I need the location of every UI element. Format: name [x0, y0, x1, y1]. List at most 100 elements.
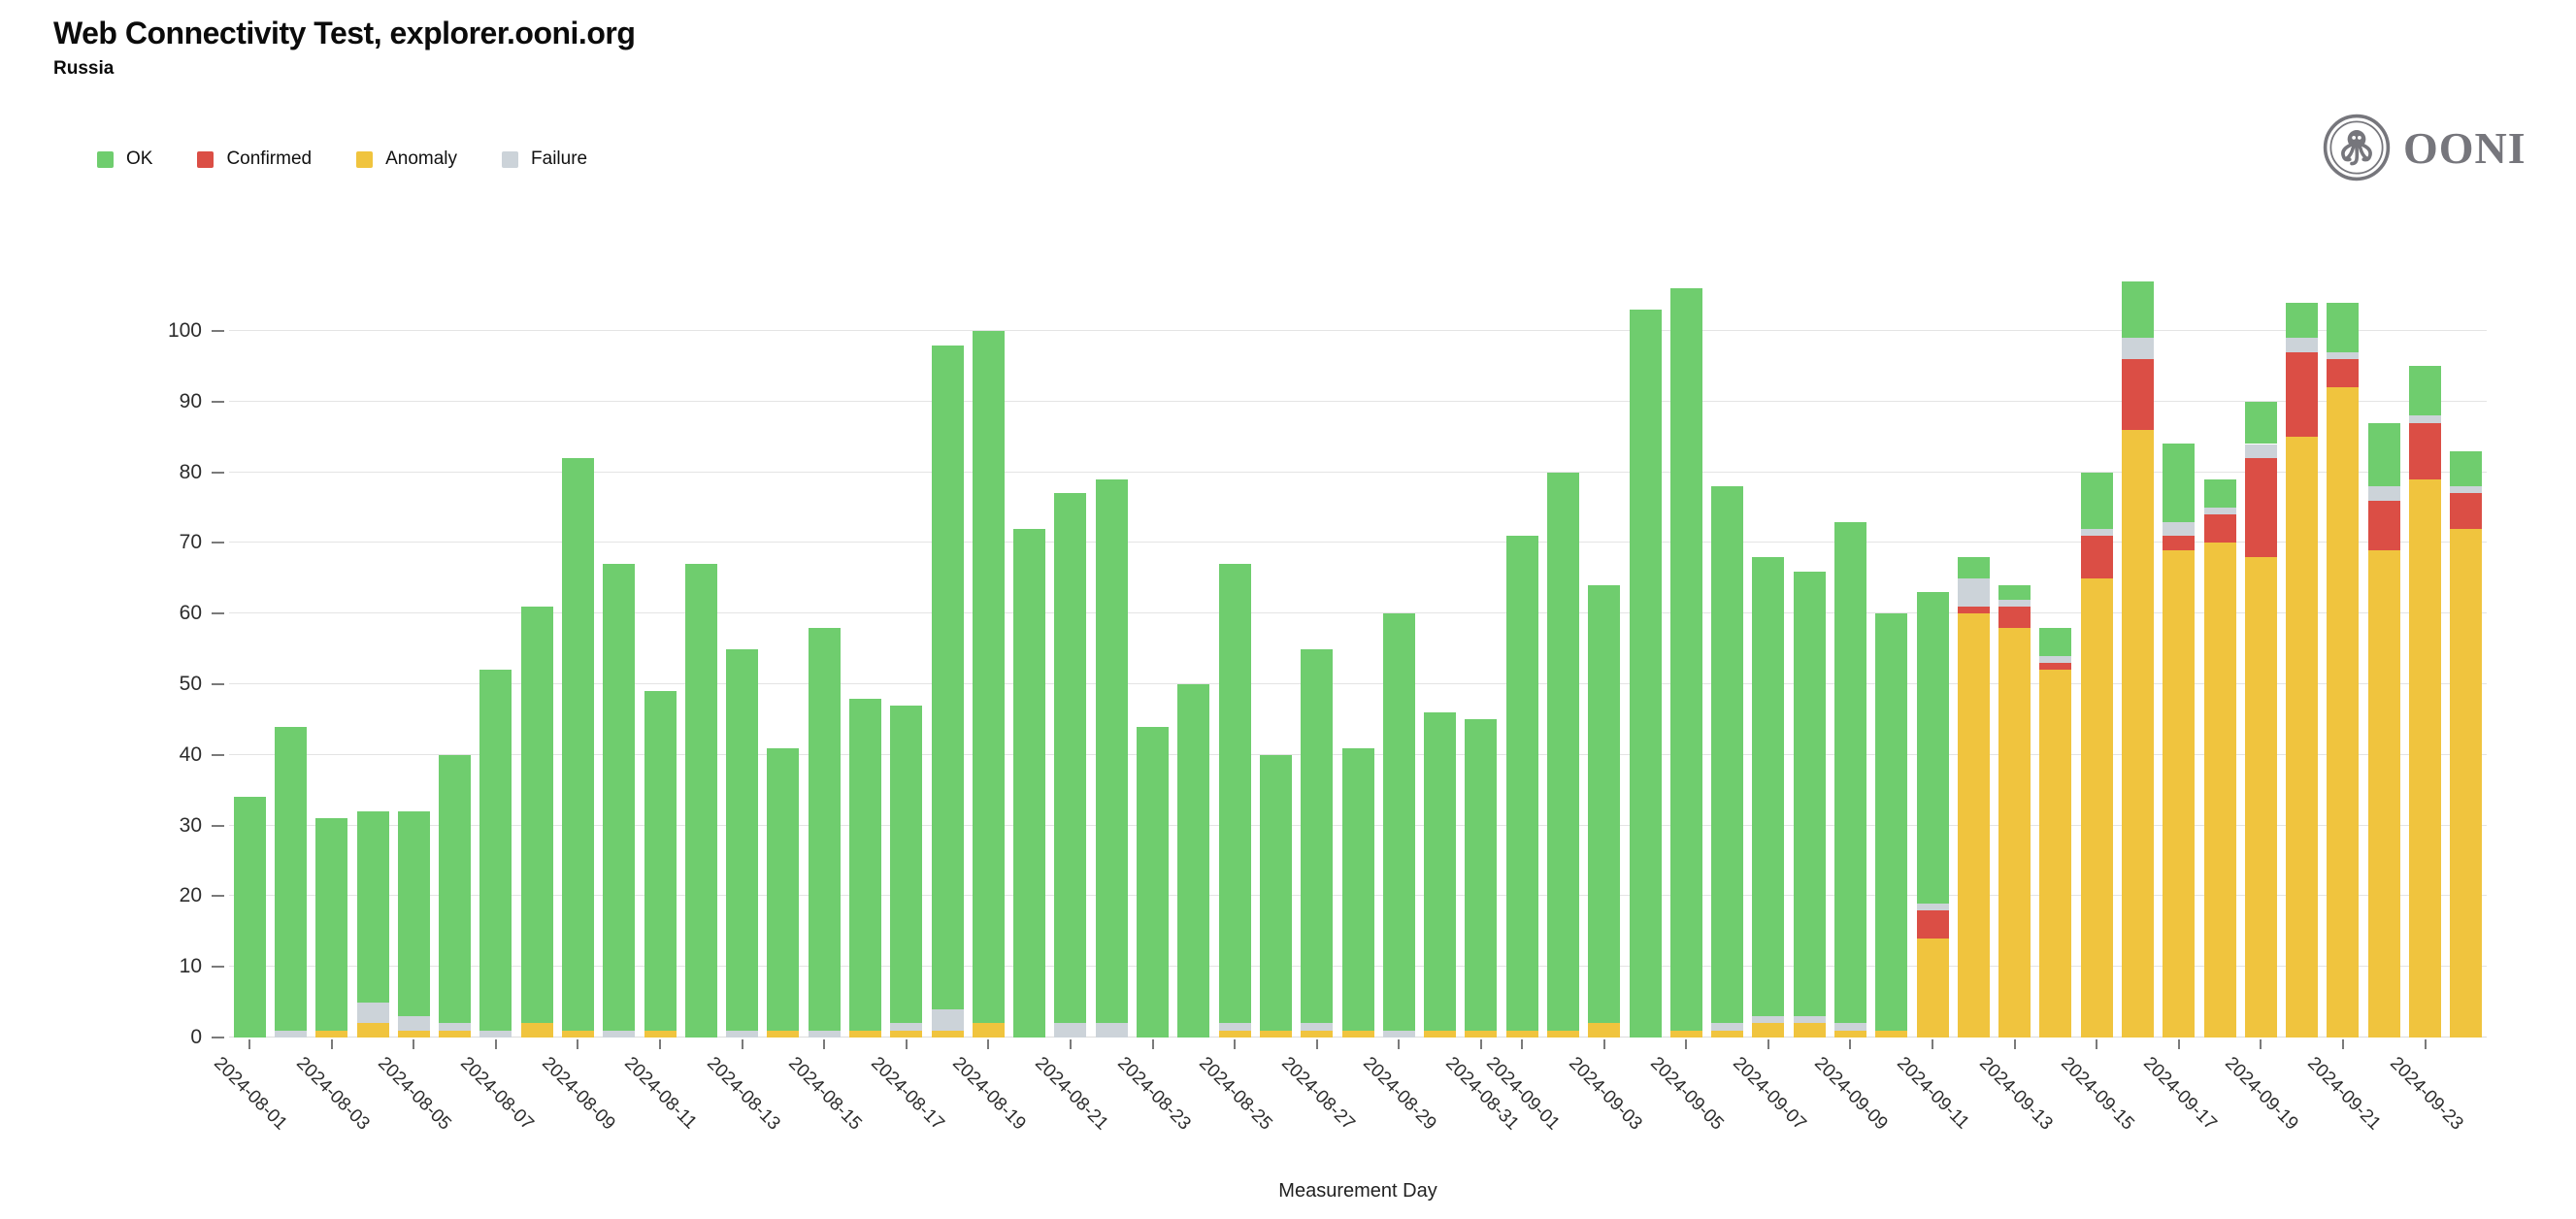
- bar-segment-failure-2024-08-13[interactable]: [726, 1030, 759, 1038]
- bar-segment-anomaly-2024-08-09[interactable]: [561, 1030, 594, 1038]
- bar-segment-anomaly-2024-09-21[interactable]: [2327, 387, 2360, 1038]
- bar-segment-confirmed-2024-09-15[interactable]: [2080, 536, 2113, 578]
- bar-segment-anomaly-2024-09-03[interactable]: [1588, 1023, 1621, 1038]
- bar-segment-anomaly-2024-09-16[interactable]: [2122, 429, 2155, 1038]
- bar-segment-ok-2024-08-05[interactable]: [397, 811, 430, 1017]
- bar-segment-ok-2024-08-25[interactable]: [1218, 564, 1251, 1024]
- bar-segment-confirmed-2024-09-20[interactable]: [2286, 351, 2319, 438]
- bar-segment-ok-2024-09-15[interactable]: [2080, 472, 2113, 529]
- bar-segment-failure-2024-09-13[interactable]: [1998, 599, 2031, 607]
- bar-segment-failure-2024-09-22[interactable]: [2367, 486, 2400, 501]
- bar-segment-ok-2024-09-01[interactable]: [1505, 536, 1538, 1031]
- bar-segment-anomaly-2024-09-18[interactable]: [2203, 543, 2236, 1038]
- bar-segment-failure-2024-08-18[interactable]: [931, 1008, 964, 1031]
- bar-segment-anomaly-2024-09-20[interactable]: [2286, 437, 2319, 1038]
- bar-segment-ok-2024-08-20[interactable]: [1013, 528, 1046, 1038]
- bar-segment-ok-2024-09-12[interactable]: [1957, 556, 1990, 578]
- bar-segment-failure-2024-09-09[interactable]: [1833, 1023, 1866, 1031]
- bar-segment-ok-2024-09-21[interactable]: [2327, 302, 2360, 352]
- bar-segment-ok-2024-09-18[interactable]: [2203, 478, 2236, 508]
- bar-segment-ok-2024-08-07[interactable]: [479, 670, 512, 1031]
- bar-segment-anomaly-2024-09-23[interactable]: [2409, 478, 2442, 1038]
- bar-segment-anomaly-2024-08-04[interactable]: [356, 1023, 389, 1038]
- bar-segment-ok-2024-09-17[interactable]: [2163, 444, 2196, 522]
- bar-segment-anomaly-2024-09-24[interactable]: [2450, 528, 2483, 1038]
- bar-segment-confirmed-2024-09-21[interactable]: [2327, 359, 2360, 388]
- bar-segment-failure-2024-09-19[interactable]: [2244, 444, 2277, 459]
- bar-segment-anomaly-2024-09-13[interactable]: [1998, 627, 2031, 1038]
- bar-segment-failure-2024-08-17[interactable]: [890, 1023, 923, 1031]
- bar-segment-failure-2024-09-17[interactable]: [2163, 521, 2196, 537]
- bar-segment-failure-2024-08-02[interactable]: [274, 1030, 307, 1038]
- bar-segment-failure-2024-08-21[interactable]: [1054, 1023, 1087, 1038]
- bar-segment-failure-2024-09-06[interactable]: [1711, 1023, 1744, 1031]
- bar-segment-ok-2024-08-16[interactable]: [849, 698, 881, 1031]
- bar-segment-ok-2024-09-11[interactable]: [1916, 592, 1949, 904]
- bar-segment-ok-2024-09-04[interactable]: [1629, 310, 1662, 1038]
- bar-segment-anomaly-2024-09-09[interactable]: [1833, 1030, 1866, 1038]
- bar-segment-anomaly-2024-08-30[interactable]: [1424, 1030, 1457, 1038]
- bar-segment-confirmed-2024-09-17[interactable]: [2163, 536, 2196, 550]
- bar-segment-failure-2024-09-07[interactable]: [1752, 1016, 1785, 1024]
- bar-segment-confirmed-2024-09-22[interactable]: [2367, 500, 2400, 550]
- bar-segment-failure-2024-08-27[interactable]: [1301, 1023, 1334, 1031]
- bar-segment-failure-2024-08-25[interactable]: [1218, 1023, 1251, 1031]
- bar-segment-anomaly-2024-08-14[interactable]: [767, 1030, 800, 1038]
- bar-segment-failure-2024-09-14[interactable]: [2039, 655, 2072, 664]
- bar-segment-failure-2024-08-07[interactable]: [479, 1030, 512, 1038]
- bar-segment-ok-2024-08-11[interactable]: [644, 691, 677, 1031]
- bar-segment-ok-2024-08-02[interactable]: [274, 726, 307, 1031]
- bar-segment-failure-2024-09-15[interactable]: [2080, 528, 2113, 537]
- bar-segment-failure-2024-09-18[interactable]: [2203, 508, 2236, 515]
- bar-segment-confirmed-2024-09-16[interactable]: [2122, 359, 2155, 430]
- bar-segment-ok-2024-08-28[interactable]: [1341, 747, 1374, 1031]
- bar-segment-failure-2024-09-12[interactable]: [1957, 577, 1990, 607]
- bar-segment-anomaly-2024-09-01[interactable]: [1505, 1030, 1538, 1038]
- bar-segment-confirmed-2024-09-18[interactable]: [2203, 514, 2236, 544]
- bar-segment-failure-2024-09-16[interactable]: [2122, 338, 2155, 360]
- bar-segment-failure-2024-08-22[interactable]: [1095, 1023, 1128, 1038]
- bar-segment-anomaly-2024-08-27[interactable]: [1301, 1030, 1334, 1038]
- bar-segment-ok-2024-09-22[interactable]: [2367, 422, 2400, 487]
- bar-segment-failure-2024-08-10[interactable]: [603, 1030, 636, 1038]
- bar-segment-anomaly-2024-08-06[interactable]: [439, 1030, 472, 1038]
- bar-segment-anomaly-2024-09-22[interactable]: [2367, 549, 2400, 1038]
- bar-segment-anomaly-2024-08-19[interactable]: [972, 1023, 1005, 1038]
- bar-segment-anomaly-2024-08-16[interactable]: [849, 1030, 881, 1038]
- bar-segment-anomaly-2024-08-18[interactable]: [931, 1030, 964, 1038]
- bar-segment-ok-2024-09-14[interactable]: [2039, 627, 2072, 656]
- bar-segment-ok-2024-08-06[interactable]: [439, 754, 472, 1024]
- bar-segment-ok-2024-09-08[interactable]: [1793, 571, 1826, 1017]
- bar-segment-failure-2024-09-11[interactable]: [1916, 903, 1949, 910]
- bar-segment-anomaly-2024-08-25[interactable]: [1218, 1030, 1251, 1038]
- bar-segment-anomaly-2024-09-12[interactable]: [1957, 613, 1990, 1038]
- bar-segment-ok-2024-08-26[interactable]: [1259, 754, 1292, 1031]
- bar-segment-failure-2024-08-15[interactable]: [808, 1030, 841, 1038]
- bar-segment-failure-2024-08-05[interactable]: [397, 1016, 430, 1031]
- bar-segment-failure-2024-09-08[interactable]: [1793, 1016, 1826, 1024]
- bar-segment-ok-2024-08-31[interactable]: [1465, 719, 1498, 1031]
- bar-segment-failure-2024-09-20[interactable]: [2286, 338, 2319, 352]
- bar-segment-anomaly-2024-09-14[interactable]: [2039, 670, 2072, 1038]
- bar-segment-ok-2024-08-13[interactable]: [726, 648, 759, 1031]
- bar-segment-ok-2024-08-29[interactable]: [1382, 613, 1415, 1031]
- bar-segment-ok-2024-09-16[interactable]: [2122, 281, 2155, 339]
- bar-segment-ok-2024-09-13[interactable]: [1998, 585, 2031, 600]
- bar-segment-confirmed-2024-09-13[interactable]: [1998, 606, 2031, 628]
- bar-segment-ok-2024-09-23[interactable]: [2409, 366, 2442, 416]
- bar-segment-anomaly-2024-08-05[interactable]: [397, 1030, 430, 1038]
- bar-segment-confirmed-2024-09-12[interactable]: [1957, 606, 1990, 614]
- bar-segment-anomaly-2024-08-08[interactable]: [520, 1023, 553, 1038]
- bar-segment-anomaly-2024-08-26[interactable]: [1259, 1030, 1292, 1038]
- bar-segment-failure-2024-08-04[interactable]: [356, 1002, 389, 1024]
- bar-segment-failure-2024-09-21[interactable]: [2327, 351, 2360, 360]
- bar-segment-ok-2024-09-20[interactable]: [2286, 302, 2319, 339]
- bar-segment-anomaly-2024-08-28[interactable]: [1341, 1030, 1374, 1038]
- bar-segment-failure-2024-08-06[interactable]: [439, 1023, 472, 1031]
- bar-segment-ok-2024-08-23[interactable]: [1137, 726, 1170, 1038]
- bar-segment-anomaly-2024-09-11[interactable]: [1916, 939, 1949, 1038]
- bar-segment-ok-2024-09-09[interactable]: [1833, 521, 1866, 1024]
- bar-segment-confirmed-2024-09-23[interactable]: [2409, 422, 2442, 479]
- bar-segment-anomaly-2024-09-06[interactable]: [1711, 1030, 1744, 1038]
- bar-segment-anomaly-2024-08-03[interactable]: [315, 1030, 348, 1038]
